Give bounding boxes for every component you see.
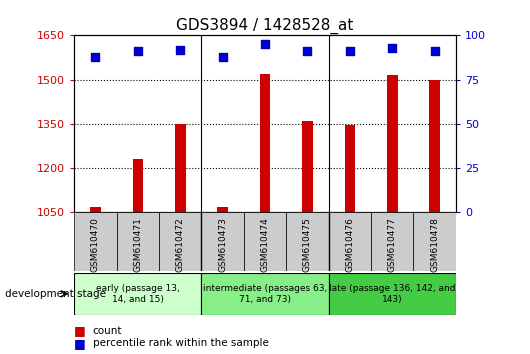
Point xyxy=(346,48,354,54)
Text: GSM610473: GSM610473 xyxy=(218,217,227,272)
Text: GSM610472: GSM610472 xyxy=(176,217,184,272)
Bar xyxy=(286,212,329,271)
Point xyxy=(430,48,439,54)
Bar xyxy=(413,212,456,271)
Bar xyxy=(302,121,313,212)
Point xyxy=(261,41,269,47)
Text: GSM610477: GSM610477 xyxy=(388,217,396,272)
Bar xyxy=(244,212,286,271)
Text: GSM610470: GSM610470 xyxy=(91,217,100,272)
Text: GSM610475: GSM610475 xyxy=(303,217,312,272)
Bar xyxy=(260,74,270,212)
Text: count: count xyxy=(93,326,122,336)
Bar xyxy=(344,125,355,212)
Bar xyxy=(429,80,440,212)
Point xyxy=(134,48,142,54)
Point xyxy=(218,54,227,59)
Text: GSM610478: GSM610478 xyxy=(430,217,439,272)
Bar xyxy=(329,273,456,315)
Bar xyxy=(201,273,329,315)
Bar xyxy=(159,212,201,271)
Text: ■: ■ xyxy=(74,325,86,337)
Point xyxy=(388,45,396,51)
Bar xyxy=(117,212,159,271)
Bar xyxy=(329,212,371,271)
Text: ■: ■ xyxy=(74,337,86,350)
Point xyxy=(91,54,100,59)
Point xyxy=(176,47,184,52)
Bar xyxy=(132,159,143,212)
Text: intermediate (passages 63,
71, and 73): intermediate (passages 63, 71, and 73) xyxy=(203,284,327,303)
Bar xyxy=(175,124,186,212)
Text: development stage: development stage xyxy=(5,289,107,299)
Text: GSM610474: GSM610474 xyxy=(261,217,269,272)
Text: early (passage 13,
14, and 15): early (passage 13, 14, and 15) xyxy=(96,284,180,303)
Text: percentile rank within the sample: percentile rank within the sample xyxy=(93,338,269,348)
Bar xyxy=(74,212,117,271)
Bar xyxy=(90,207,101,212)
Text: late (passage 136, 142, and
143): late (passage 136, 142, and 143) xyxy=(329,284,455,303)
Bar xyxy=(201,212,244,271)
Bar xyxy=(217,207,228,212)
Point xyxy=(303,48,312,54)
Bar xyxy=(387,75,398,212)
Text: GSM610471: GSM610471 xyxy=(134,217,142,272)
Text: GSM610476: GSM610476 xyxy=(346,217,354,272)
Bar xyxy=(74,273,201,315)
Bar xyxy=(371,212,413,271)
Title: GDS3894 / 1428528_at: GDS3894 / 1428528_at xyxy=(176,18,354,34)
